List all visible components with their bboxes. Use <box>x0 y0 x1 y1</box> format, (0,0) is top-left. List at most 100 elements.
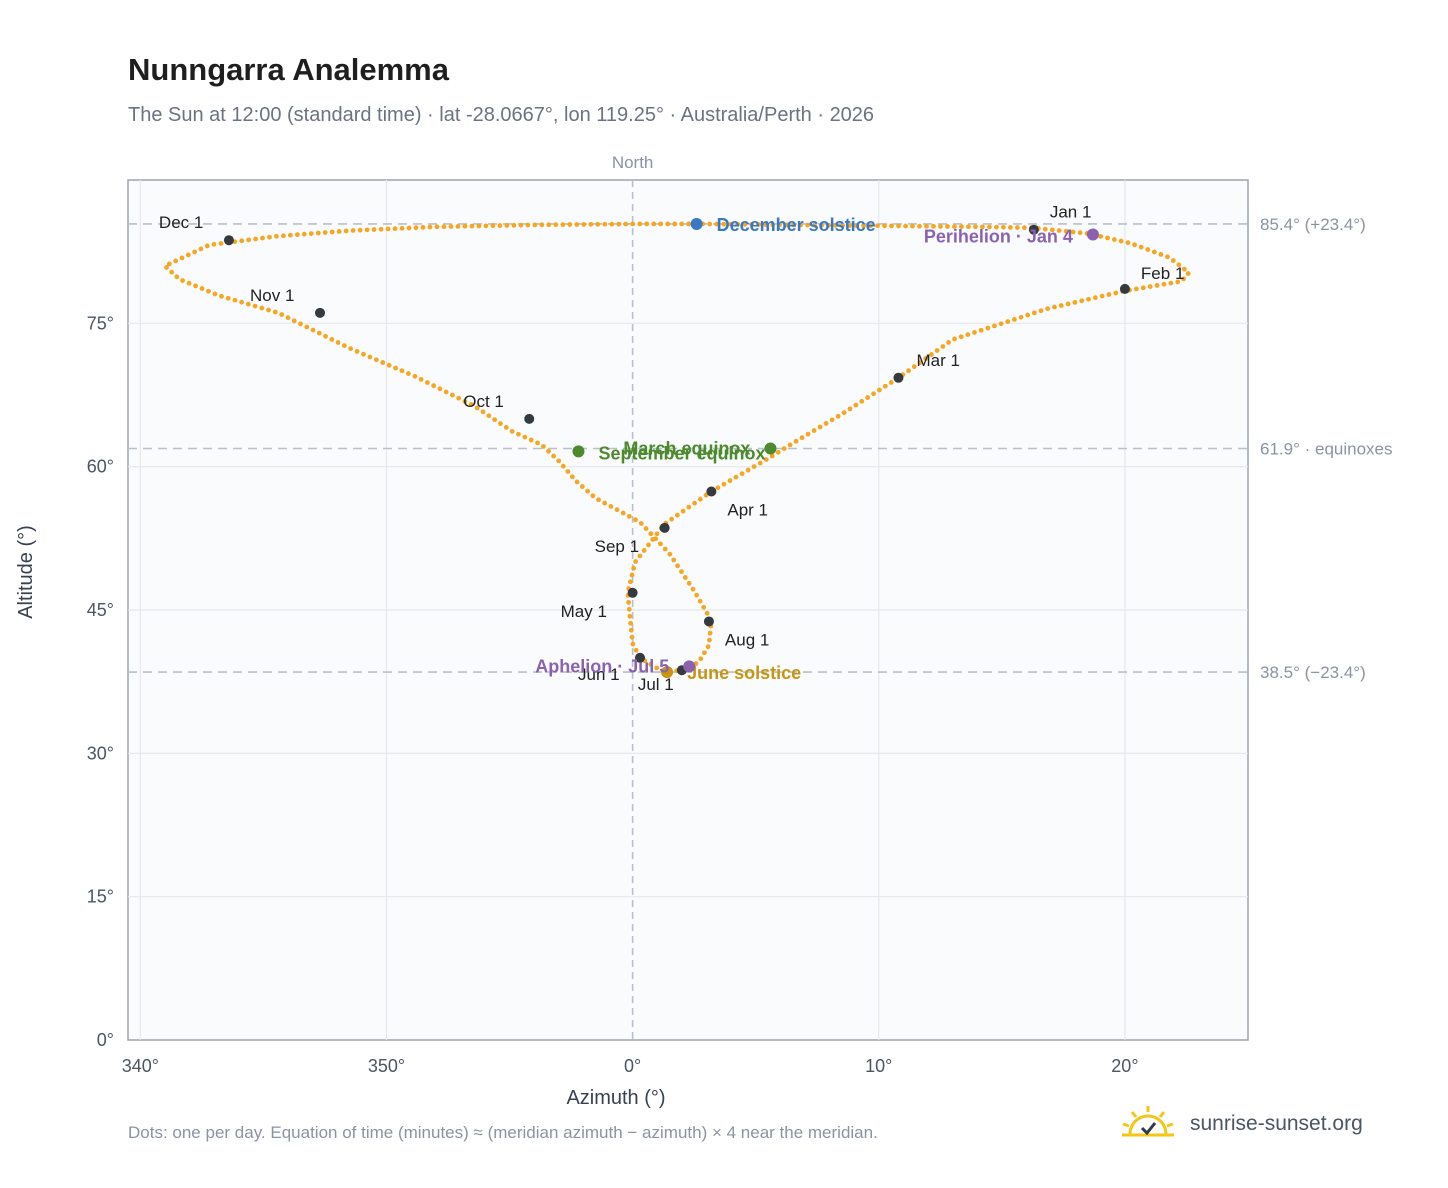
daily-dot <box>931 223 936 229</box>
daily-dot <box>1125 240 1131 246</box>
daily-dot <box>1181 266 1187 272</box>
daily-dot <box>694 592 700 598</box>
daily-dot <box>1133 286 1139 292</box>
daily-dot <box>1008 225 1013 230</box>
month-marker-label: Oct 1 <box>463 392 504 411</box>
daily-dot <box>553 222 559 228</box>
daily-dot <box>1132 242 1138 248</box>
y-tick-label: 0° <box>97 1030 114 1050</box>
daily-dot <box>322 230 328 235</box>
daily-dot <box>1025 312 1031 318</box>
daily-dot <box>1168 280 1174 286</box>
brand[interactable]: sunrise-sunset.org <box>1120 1100 1363 1148</box>
daily-dot <box>492 417 498 423</box>
daily-dot <box>541 444 546 449</box>
daily-dot <box>199 286 205 291</box>
month-marker-label: Nov 1 <box>250 286 294 305</box>
daily-dot <box>697 496 703 502</box>
daily-dot <box>424 380 430 385</box>
daily-dot <box>225 295 231 301</box>
daily-dot <box>628 620 634 626</box>
y-tick-label: 60° <box>87 457 114 477</box>
daily-dot <box>966 224 971 230</box>
daily-dot <box>469 223 475 229</box>
daily-dot <box>335 340 341 345</box>
daily-dot <box>940 344 946 349</box>
daily-dot <box>629 572 635 578</box>
daily-dot <box>739 471 745 477</box>
month-marker <box>659 522 670 533</box>
event-marker <box>690 217 703 230</box>
daily-dot <box>350 228 356 233</box>
daily-dot <box>259 305 265 311</box>
daily-dot <box>1058 303 1064 308</box>
daily-dot <box>727 478 733 484</box>
daily-dot <box>791 222 797 228</box>
daily-dot <box>682 575 688 580</box>
daily-dot <box>450 392 455 398</box>
daily-dot <box>853 402 859 408</box>
daily-dot <box>1154 283 1160 288</box>
daily-dot <box>1031 310 1037 316</box>
daily-dot <box>623 221 629 227</box>
daily-dot <box>367 354 373 360</box>
daily-dot <box>399 225 405 231</box>
month-marker-label: Sep 1 <box>595 537 639 556</box>
brand-name: sunrise-sunset.org <box>1190 1112 1363 1135</box>
daily-dot <box>443 389 449 395</box>
daily-dot <box>567 222 573 227</box>
daily-dot <box>441 224 447 230</box>
daily-dot <box>386 362 392 368</box>
daily-dot <box>385 226 391 232</box>
daily-dot <box>1042 226 1048 232</box>
daily-dot <box>805 431 811 437</box>
daily-dot <box>287 232 293 238</box>
daily-dot <box>204 243 210 249</box>
daily-dot <box>641 548 647 553</box>
daily-dot <box>373 357 379 363</box>
x-tick-label: 20° <box>1111 1056 1138 1076</box>
x-tick-label: 0° <box>624 1056 641 1076</box>
daily-dot <box>823 421 829 426</box>
daily-dot <box>392 226 398 232</box>
daily-dot <box>952 224 957 229</box>
daily-dot <box>847 406 853 412</box>
daily-dot <box>633 559 639 564</box>
month-marker <box>315 307 325 318</box>
daily-dot <box>551 453 557 459</box>
daily-dot <box>1065 301 1071 307</box>
daily-dot <box>648 661 654 667</box>
daily-dot <box>658 541 663 547</box>
daily-dot <box>1138 244 1144 250</box>
daily-dot <box>906 368 911 374</box>
daily-dot <box>602 500 608 506</box>
daily-dot <box>246 237 252 243</box>
daily-dot <box>406 371 411 376</box>
daily-dot <box>701 604 707 610</box>
month-marker <box>703 616 714 627</box>
daily-dot <box>198 246 204 252</box>
daily-dot <box>654 665 660 671</box>
daily-dot <box>341 343 347 349</box>
daily-dot <box>516 431 521 437</box>
daily-dot <box>462 223 468 229</box>
daily-dot <box>546 448 551 454</box>
daily-dot <box>742 221 748 227</box>
month-markers: Jan 1 Feb 1 Mar 1 Apr 1 May 1 Jun 1 Jul 1 Aug 1… <box>159 203 1184 695</box>
daily-dot <box>291 318 297 324</box>
daily-dot <box>1011 316 1017 322</box>
daily-dot <box>1113 290 1119 296</box>
daily-dot <box>658 221 664 227</box>
daily-dot <box>343 228 349 234</box>
daily-dot <box>671 557 677 563</box>
event-marker <box>683 660 696 673</box>
month-marker-label: Jun 1 <box>578 665 620 684</box>
daily-dot <box>164 265 169 270</box>
daily-dot <box>638 521 644 526</box>
daily-dot <box>503 425 509 430</box>
daily-dot <box>323 333 328 339</box>
daily-dot <box>294 232 300 238</box>
daily-dot <box>1099 293 1105 299</box>
daily-dot <box>911 364 917 370</box>
